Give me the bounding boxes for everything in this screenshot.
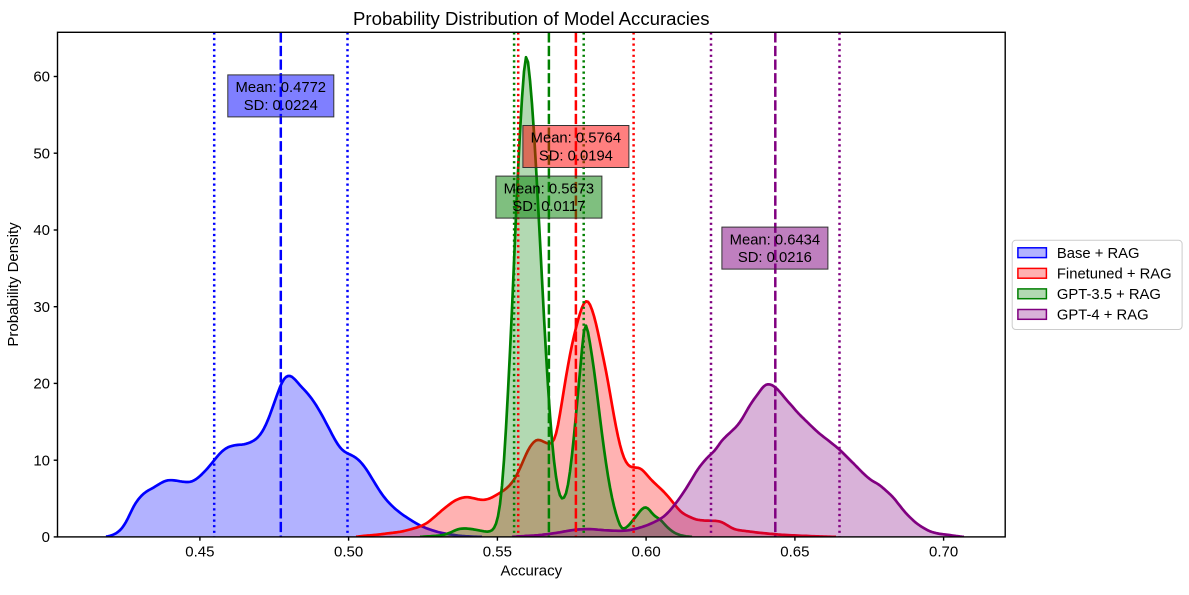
- svg-text:Mean: 0.5673: Mean: 0.5673: [504, 181, 595, 197]
- svg-text:Mean: 0.4772: Mean: 0.4772: [236, 80, 327, 96]
- svg-text:0.60: 0.60: [631, 544, 660, 561]
- svg-text:Mean: 0.6434: Mean: 0.6434: [730, 232, 821, 248]
- svg-text:GPT-4 + RAG: GPT-4 + RAG: [1057, 308, 1149, 324]
- svg-text:GPT-3.5 + RAG: GPT-3.5 + RAG: [1057, 287, 1161, 303]
- svg-text:40: 40: [33, 222, 50, 239]
- svg-text:0.55: 0.55: [483, 544, 512, 561]
- svg-text:60: 60: [33, 69, 50, 86]
- svg-text:0.45: 0.45: [185, 544, 214, 561]
- svg-text:Base + RAG: Base + RAG: [1057, 246, 1140, 262]
- svg-text:SD: 0.0117: SD: 0.0117: [512, 199, 585, 215]
- svg-text:0: 0: [42, 529, 50, 546]
- svg-text:Finetuned + RAG: Finetuned + RAG: [1057, 266, 1172, 282]
- svg-text:10: 10: [33, 452, 50, 469]
- svg-text:50: 50: [33, 145, 50, 162]
- svg-text:0.70: 0.70: [929, 544, 958, 561]
- svg-text:Probability Density: Probability Density: [5, 222, 22, 347]
- svg-text:SD: 0.0216: SD: 0.0216: [738, 250, 812, 266]
- svg-text:0.65: 0.65: [780, 544, 809, 561]
- svg-text:30: 30: [33, 299, 50, 316]
- svg-text:0.50: 0.50: [334, 544, 363, 561]
- svg-text:SD: 0.0224: SD: 0.0224: [244, 98, 318, 114]
- svg-text:SD: 0.0194: SD: 0.0194: [539, 149, 613, 165]
- svg-text:Probability Distribution of Mo: Probability Distribution of Model Accura…: [353, 8, 710, 29]
- svg-text:20: 20: [33, 376, 50, 393]
- svg-text:Mean: 0.5764: Mean: 0.5764: [531, 131, 622, 147]
- svg-text:Accuracy: Accuracy: [500, 563, 562, 580]
